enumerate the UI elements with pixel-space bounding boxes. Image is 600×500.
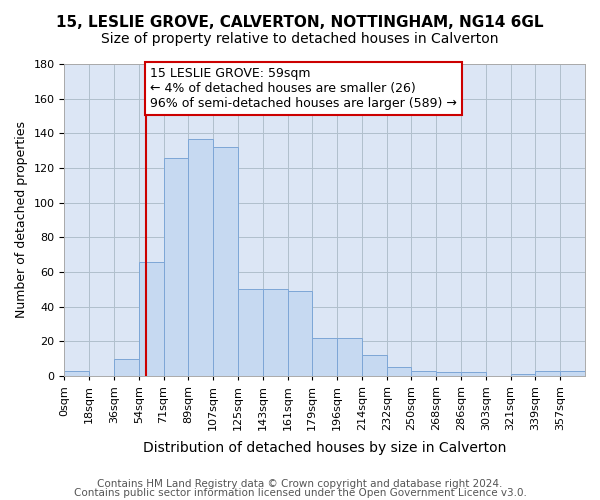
Bar	[64, 370, 89, 376]
Bar	[560, 370, 585, 376]
Bar	[313, 338, 337, 376]
Bar	[511, 374, 535, 376]
Text: Contains public sector information licensed under the Open Government Licence v3: Contains public sector information licen…	[74, 488, 526, 498]
Bar	[213, 147, 238, 376]
Bar	[238, 289, 263, 376]
Bar	[188, 138, 213, 376]
Y-axis label: Number of detached properties: Number of detached properties	[15, 122, 28, 318]
Bar	[164, 158, 188, 376]
Bar	[412, 370, 436, 376]
Bar	[114, 358, 139, 376]
Bar	[461, 372, 486, 376]
Bar	[535, 370, 560, 376]
Bar	[436, 372, 461, 376]
Text: 15 LESLIE GROVE: 59sqm
← 4% of detached houses are smaller (26)
96% of semi-deta: 15 LESLIE GROVE: 59sqm ← 4% of detached …	[150, 68, 457, 110]
Text: Size of property relative to detached houses in Calverton: Size of property relative to detached ho…	[101, 32, 499, 46]
Bar	[263, 289, 287, 376]
Bar	[386, 367, 412, 376]
Text: Contains HM Land Registry data © Crown copyright and database right 2024.: Contains HM Land Registry data © Crown c…	[97, 479, 503, 489]
Bar	[139, 262, 164, 376]
Bar	[337, 338, 362, 376]
Text: 15, LESLIE GROVE, CALVERTON, NOTTINGHAM, NG14 6GL: 15, LESLIE GROVE, CALVERTON, NOTTINGHAM,…	[56, 15, 544, 30]
Bar	[362, 355, 386, 376]
Bar	[287, 291, 313, 376]
X-axis label: Distribution of detached houses by size in Calverton: Distribution of detached houses by size …	[143, 441, 506, 455]
